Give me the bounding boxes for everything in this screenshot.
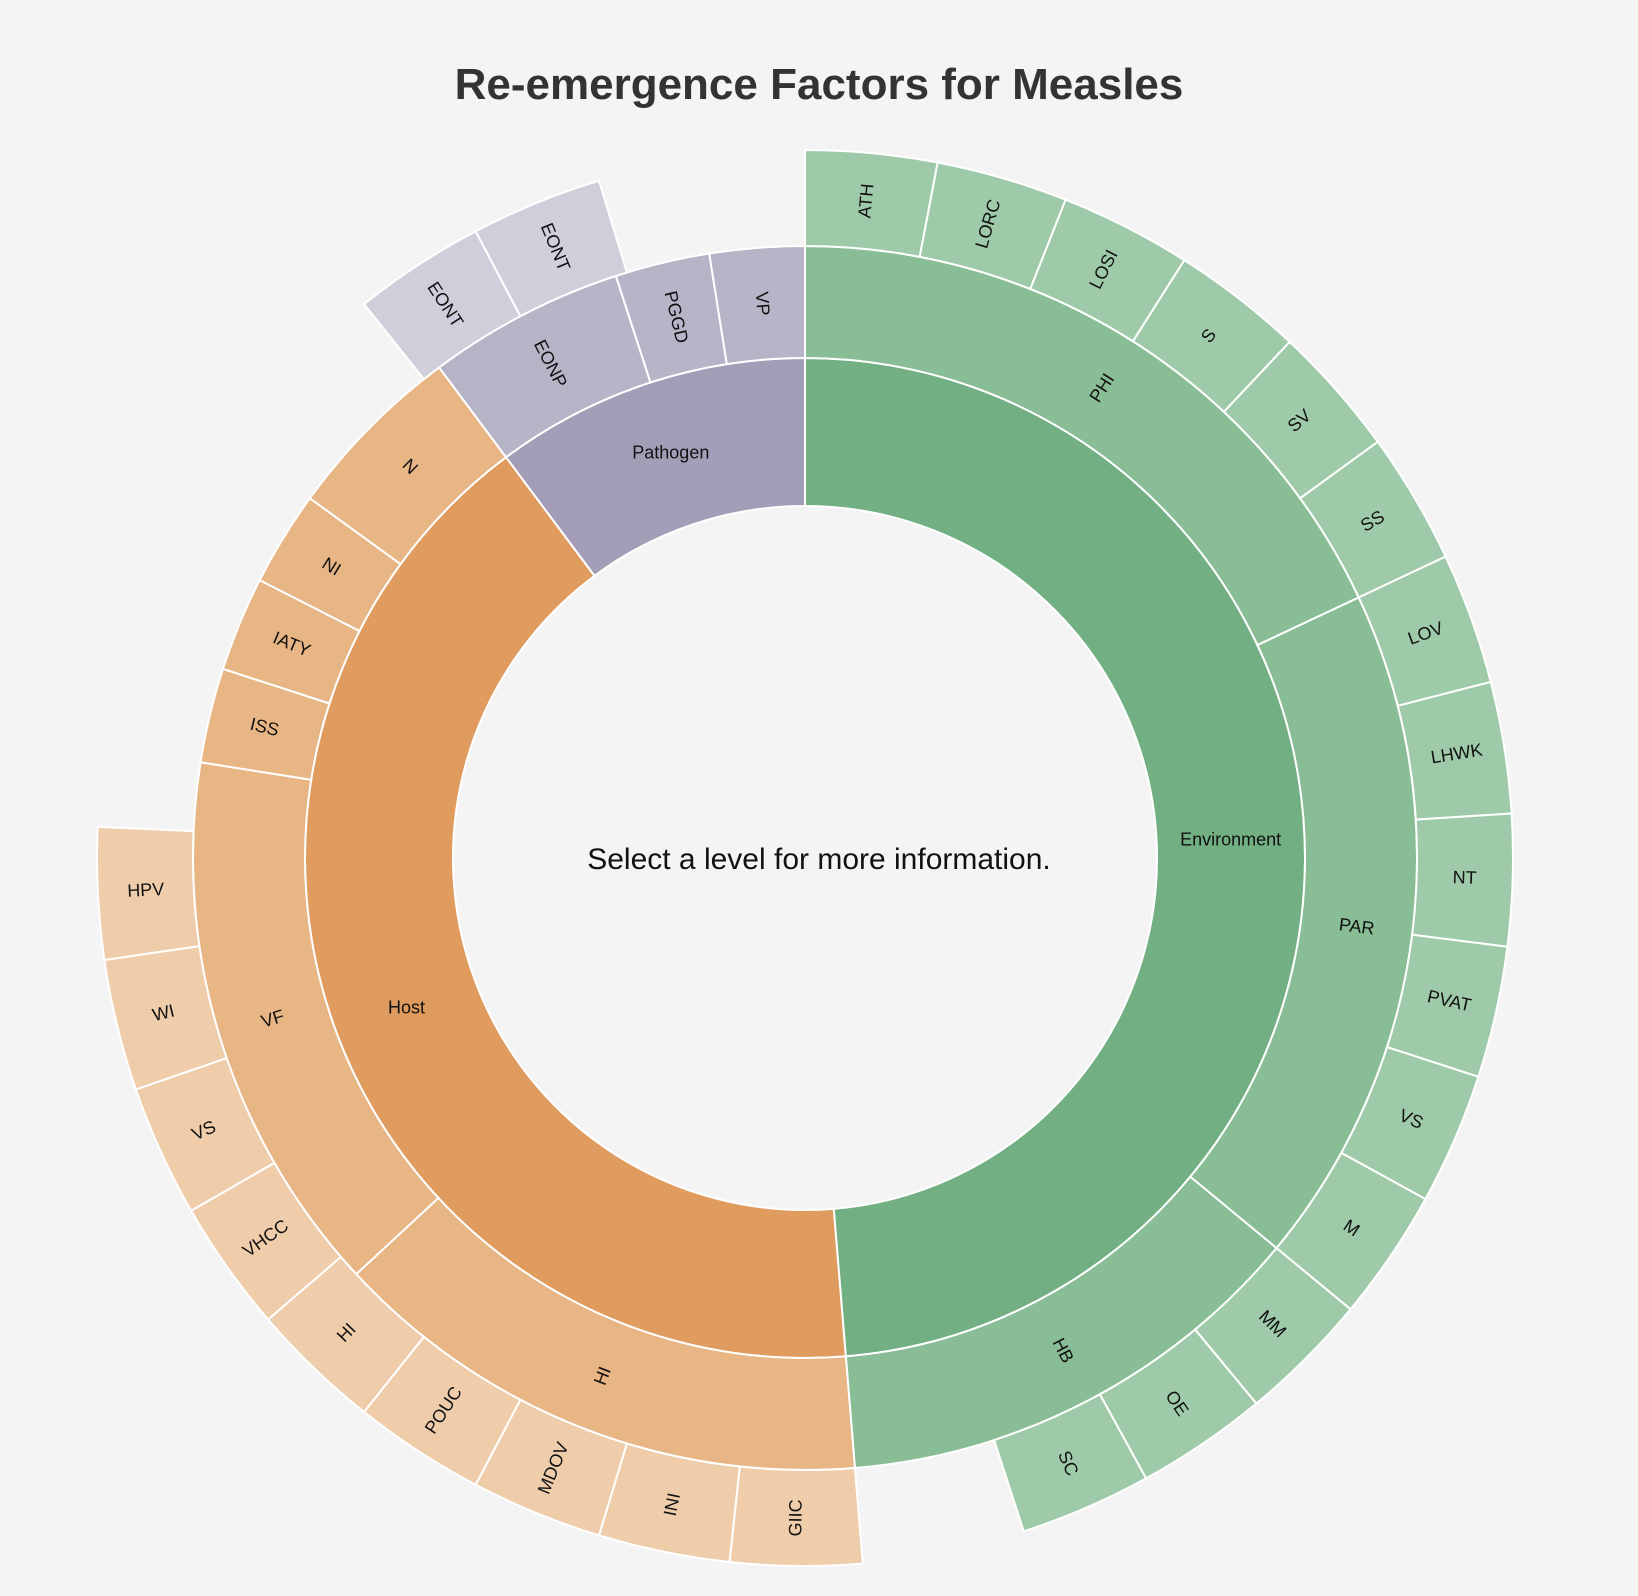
center-prompt: Select a level for more information. xyxy=(587,843,1051,876)
segment-environment-nt-d3[interactable] xyxy=(1411,812,1514,948)
segment-environment-ath-d3[interactable] xyxy=(804,148,939,259)
segment-host-hpv-d3[interactable] xyxy=(96,825,201,962)
segment-environment-sc-d3[interactable] xyxy=(992,1392,1148,1533)
sunburst-segments xyxy=(96,148,1514,1567)
segment-host-giic-d3[interactable] xyxy=(728,1465,864,1567)
segment-environment-lhwk-d3[interactable] xyxy=(1396,680,1513,821)
segment-pathogen-eont-d3[interactable] xyxy=(474,179,629,318)
segment-pathogen-vp-d2[interactable] xyxy=(708,244,806,366)
chart-title: Re-emergence Factors for Measles xyxy=(454,60,1184,109)
